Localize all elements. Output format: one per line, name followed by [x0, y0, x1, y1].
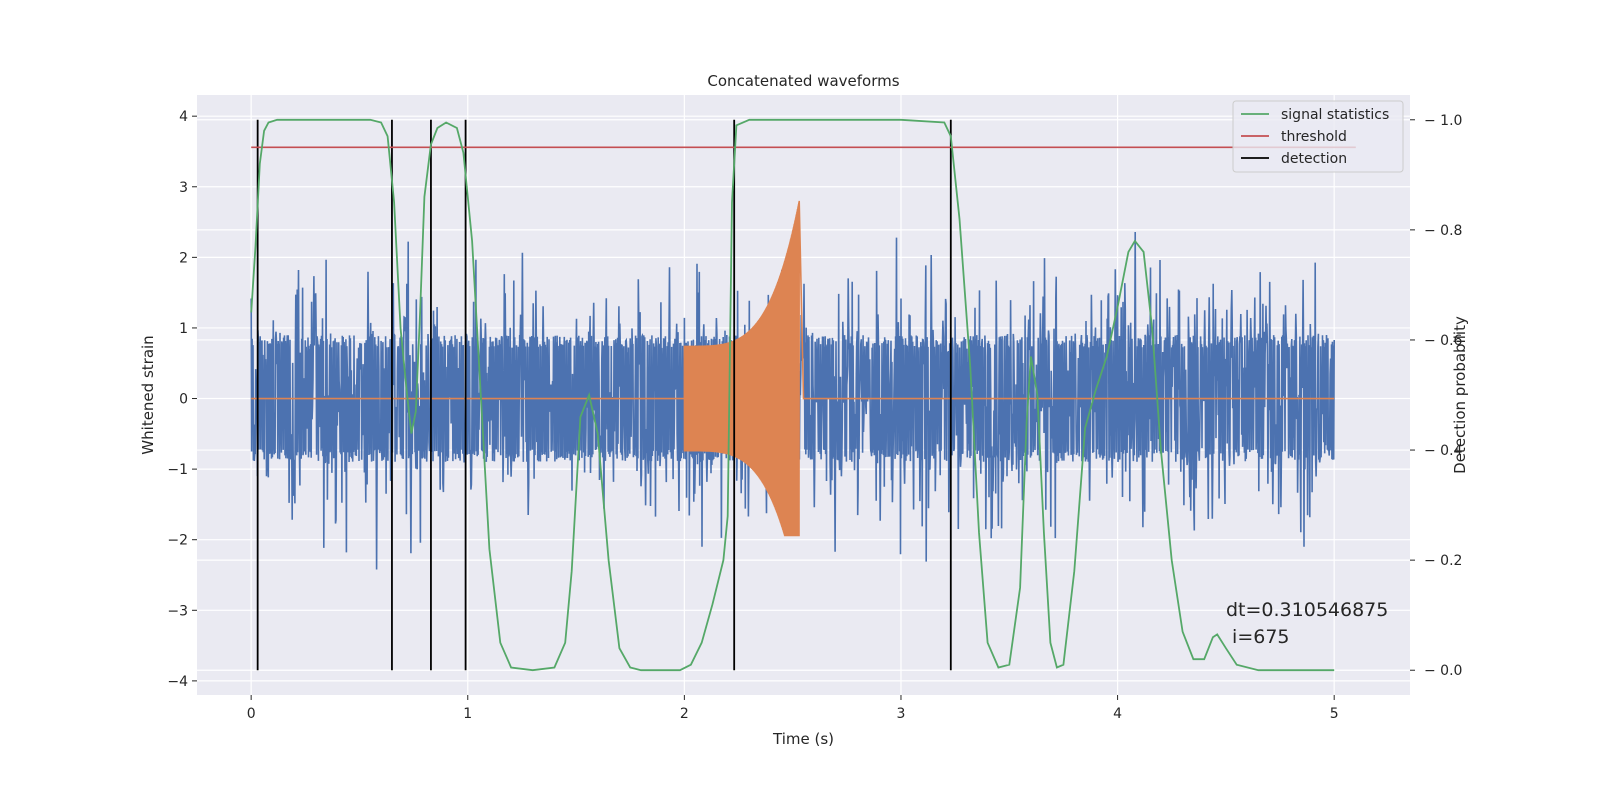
y-tick-label: −4 [167, 674, 188, 690]
x-tick-label: 2 [680, 706, 689, 722]
y-tick-label: 0 [179, 392, 188, 408]
dt-annotation: dt=0.310546875 [1226, 599, 1388, 621]
i-annotation: i=675 [1226, 626, 1290, 648]
waveform-series-line [251, 200, 1335, 537]
y2-tick-label: − 0.0 [1424, 663, 1462, 679]
x-axis-ticks: 0 1 2 3 4 5 [247, 695, 1339, 722]
y-tick-label: −2 [167, 533, 188, 549]
y-tick-label: −3 [167, 603, 188, 619]
legend-box [1232, 100, 1404, 173]
y2-tick-label: − 0.4 [1424, 443, 1463, 459]
y2-tick-label: − 0.6 [1424, 333, 1463, 349]
legend: signal statistics threshold detection [1232, 100, 1404, 173]
legend-label: detection [1281, 151, 1347, 167]
x-tick-label: 1 [463, 706, 472, 722]
signal-statistics-series-line [250, 118, 1335, 672]
y-tick-label: 4 [179, 109, 188, 125]
y2-axis-ticks: − 0.0 − 0.2 − 0.4 − 0.6 − 0.8 − 1.0 [1410, 113, 1463, 679]
y-tick-label: 2 [179, 250, 188, 266]
x-tick-label: 4 [1113, 706, 1122, 722]
y2-tick-label: − 1.0 [1424, 113, 1462, 129]
x-tick-label: 5 [1330, 706, 1339, 722]
x-tick-label: 3 [897, 706, 906, 722]
y2-axis-label: Detection probability [1451, 316, 1469, 474]
y2-tick-label: − 0.2 [1424, 553, 1462, 569]
y2-tick-label: − 0.8 [1424, 223, 1462, 239]
legend-label: signal statistics [1281, 107, 1389, 123]
y-tick-label: −1 [167, 462, 188, 478]
x-axis-label: Time (s) [772, 730, 834, 748]
plot-content [250, 118, 1356, 672]
legend-label: threshold [1281, 129, 1347, 145]
x-tick-label: 0 [247, 706, 256, 722]
y-tick-label: 1 [179, 321, 188, 337]
y-axis-ticks: −4 −3 −2 −1 0 1 2 3 4 [167, 109, 197, 690]
y-axis-label: Whitened strain [139, 335, 157, 454]
y-tick-label: 3 [179, 180, 188, 196]
chart-title: Concatenated waveforms [707, 72, 899, 90]
